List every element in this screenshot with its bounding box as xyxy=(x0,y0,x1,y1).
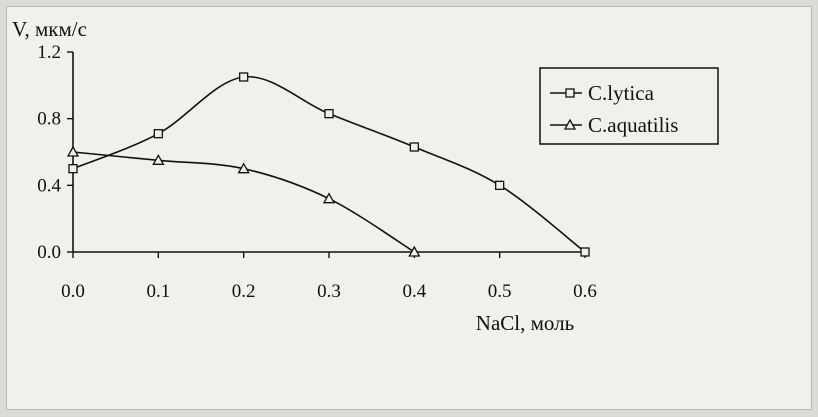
data-point xyxy=(408,245,421,257)
legend: C.lytica C.aquatilis xyxy=(539,67,719,145)
legend-label: C.aquatilis xyxy=(588,113,678,137)
y-tick-label: 0.0 xyxy=(37,242,61,263)
x-tick-label: 0.2 xyxy=(232,281,256,302)
data-point xyxy=(580,247,590,257)
y-tick-label: 0.8 xyxy=(37,109,61,130)
x-tick-label: 0.0 xyxy=(61,281,85,302)
data-point xyxy=(237,162,250,174)
tick-labels: 0.0 0.1 0.2 0.3 0.4 0.5 0.6 0.0 0.4 0.8 1.2 xyxy=(37,42,597,302)
data-point xyxy=(152,153,165,165)
data-point xyxy=(409,142,419,152)
axes xyxy=(67,51,586,258)
y-axis-title: V, мкм/с xyxy=(12,17,87,41)
series-c-lytica xyxy=(68,72,590,257)
y-tick-label: 1.2 xyxy=(37,42,61,63)
series-line xyxy=(72,76,586,253)
x-axis-title: NaCl, моль xyxy=(476,311,574,335)
x-tick-label: 0.3 xyxy=(317,281,341,302)
data-point xyxy=(495,180,505,190)
legend-label: C.lytica xyxy=(588,81,655,105)
series-layer xyxy=(66,72,590,257)
data-point xyxy=(239,72,249,82)
legend-marker xyxy=(565,88,575,98)
y-tick-label: 0.4 xyxy=(37,175,61,196)
data-point xyxy=(324,109,334,119)
legend-marker xyxy=(563,118,577,130)
data-point xyxy=(322,192,336,204)
x-tick-label: 0.4 xyxy=(402,281,426,302)
data-point xyxy=(66,145,80,157)
x-tick-label: 0.1 xyxy=(146,281,170,302)
x-tick-label: 0.6 xyxy=(573,281,597,302)
series-c-aquatilis xyxy=(66,145,421,257)
data-point xyxy=(153,129,163,139)
data-point xyxy=(68,164,78,174)
legend-box xyxy=(539,67,719,145)
x-tick-label: 0.5 xyxy=(488,281,512,302)
